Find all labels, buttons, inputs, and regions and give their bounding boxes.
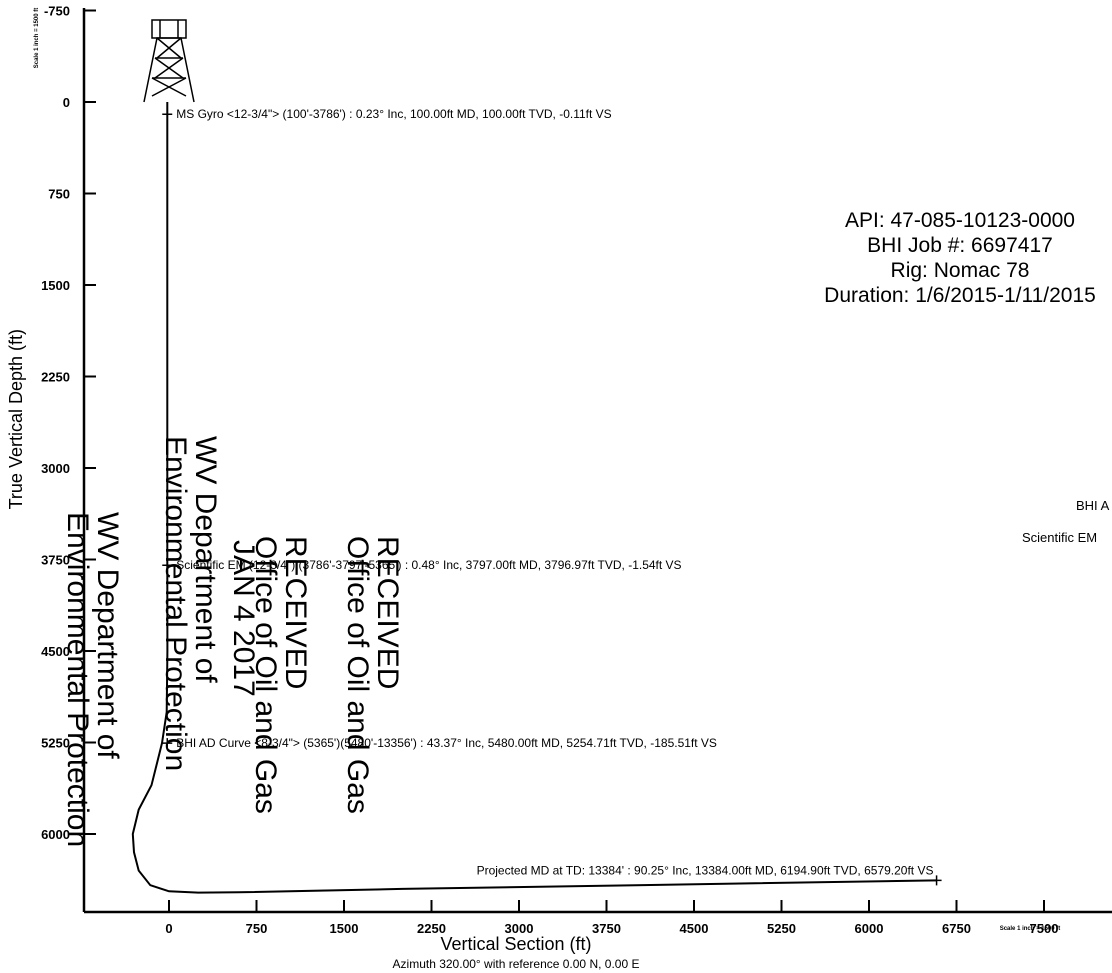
drilling-rig-icon (143, 19, 195, 103)
x-tick-label-9: 6750 (942, 921, 971, 936)
x-axis-title: Vertical Section (ft) (440, 934, 591, 954)
y-tick-label-9: 6000 (41, 827, 70, 842)
x-tick-label-3: 2250 (417, 921, 446, 936)
stamp-wvdep-1-line2: Environmental Protection (159, 436, 192, 772)
y-tick-label-6: 3750 (41, 553, 70, 568)
survey-annotation-2: BHI AD Curve <8-3/4"> (5365')(5480'-1335… (176, 736, 717, 750)
scale-note-bottom: Scale 1 inch = 1500 ft (1000, 926, 1061, 932)
y-axis-title: True Vertical Depth (ft) (6, 329, 26, 509)
x-tick-label-2: 1500 (330, 921, 359, 936)
y-tick-label-7: 4500 (41, 644, 70, 659)
rig-name: Rig: Nomac 78 (890, 259, 1030, 282)
x-axis-subtitle: Azimuth 320.00° with reference 0.00 N, 0… (393, 957, 640, 971)
right-label-bhi: BHI A (1076, 498, 1110, 513)
survey-marker-0 (162, 109, 173, 120)
survey-annotation-3: Projected MD at TD: 13384' : 90.25° Inc,… (477, 863, 934, 877)
right-label-scientific: Scientific EM (1022, 530, 1098, 545)
survey-marker-1 (162, 560, 173, 571)
y-tick-label-4: 2250 (41, 370, 70, 385)
job-number: BHI Job #: 6697417 (867, 234, 1053, 257)
stamp-received-1-line1: RECEIVED (371, 536, 404, 690)
stamp-wvdep-2-line1: WV Department of (91, 512, 124, 759)
x-tick-label-0: 0 (165, 921, 172, 936)
y-tick-label-8: 5250 (41, 736, 70, 751)
stamp-received-2-line1: RECEIVED (279, 536, 312, 690)
y-tick-label-0: -750 (44, 4, 70, 19)
stamp-date: JAN 4 2017 (227, 540, 260, 697)
y-tick-label-5: 3000 (41, 461, 70, 476)
scale-note-left: Scale 1 inch = 1500 ft (34, 8, 40, 69)
y-tick-label-2: 750 (48, 187, 70, 202)
x-tick-label-1: 750 (246, 921, 268, 936)
stamp-wvdep-2: WV Department of Environmental Protectio… (61, 512, 124, 848)
well-info-block: API: 47-085-10123-0000 BHI Job #: 669741… (780, 208, 1112, 308)
survey-marker-2 (162, 738, 173, 749)
x-tick-label-5: 3750 (592, 921, 621, 936)
stamp-received-1: RECEIVED Office of Oil and Gas (341, 536, 404, 814)
x-tick-label-10: 7500 (1030, 921, 1059, 936)
stamp-received-1-line2: Office of Oil and Gas (341, 536, 374, 814)
api-number: API: 47-085-10123-0000 (844, 209, 1075, 232)
y-tick-label-1: 0 (63, 95, 70, 110)
y-tick-label-3: 1500 (41, 278, 70, 293)
x-tick-label-7: 5250 (767, 921, 796, 936)
survey-annotation-0: MS Gyro <12-3/4"> (100'-3786') : 0.23° I… (176, 107, 611, 121)
stamp-date-line1: JAN 4 2017 (227, 540, 260, 697)
x-tick-label-6: 4500 (680, 921, 709, 936)
duration: Duration: 1/6/2015-1/11/2015 (824, 284, 1096, 307)
stamp-wvdep-1-line1: WV Department of (189, 436, 222, 683)
well-trajectory-line (131, 102, 937, 894)
survey-annotation-1: Scientific EM (12-3/4") (3786'-3797'-536… (176, 558, 681, 572)
survey-marker-3 (931, 875, 942, 886)
x-tick-label-4: 3000 (505, 921, 534, 936)
x-tick-label-8: 6000 (855, 921, 884, 936)
stamp-wvdep-1: WV Department of Environmental Protectio… (159, 436, 222, 772)
stamp-wvdep-2-line2: Environmental Protection (61, 512, 94, 848)
